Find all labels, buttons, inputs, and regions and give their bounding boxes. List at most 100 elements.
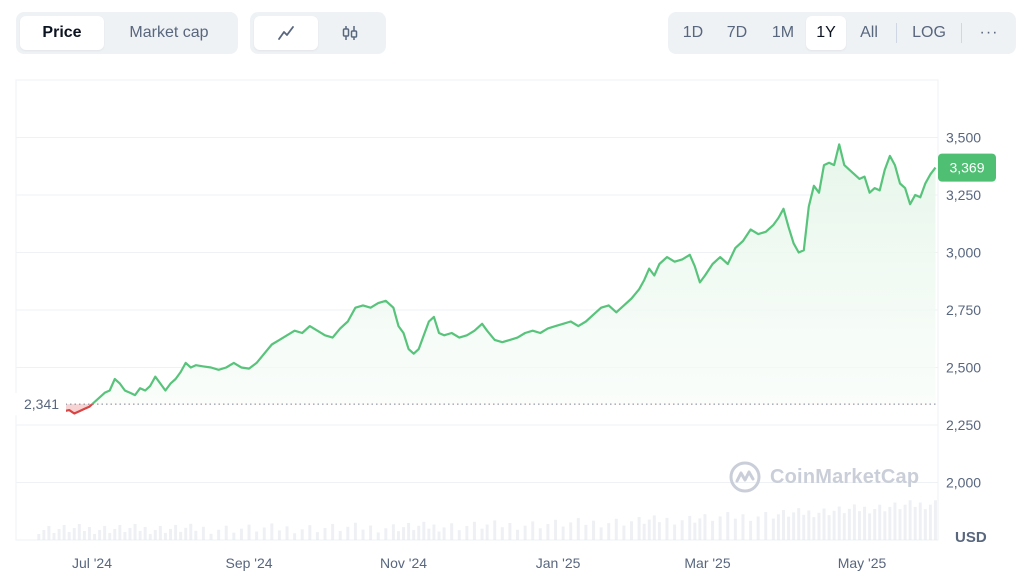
volume-bar — [787, 516, 791, 540]
volume-bar — [516, 529, 520, 540]
volume-bar — [918, 502, 922, 540]
tab-market-cap[interactable]: Market cap — [104, 16, 234, 50]
more-options-button[interactable]: ··· — [966, 16, 1012, 50]
volume-bar — [323, 528, 327, 540]
watermark-text: CoinMarketCap — [770, 465, 920, 488]
volume-bar — [384, 528, 388, 540]
volume-bars — [37, 500, 937, 540]
volume-bar — [908, 500, 912, 540]
range-all[interactable]: All — [846, 16, 892, 50]
log-scale-button[interactable]: LOG — [901, 16, 957, 50]
volume-bar — [331, 523, 335, 540]
volume-bar — [422, 521, 426, 540]
volume-bar — [143, 526, 147, 540]
volume-bar — [209, 533, 213, 540]
baseline-label: 2,341 — [24, 396, 59, 412]
volume-bar — [118, 524, 122, 540]
volume-bar — [688, 515, 692, 540]
candlestick-button[interactable] — [318, 16, 382, 50]
volume-bar — [842, 513, 846, 540]
volume-bar — [546, 524, 550, 540]
volume-bar — [693, 522, 697, 540]
volume-bar — [480, 528, 484, 540]
volume-bar — [174, 524, 178, 540]
volume-bar — [179, 531, 183, 540]
volume-bar — [898, 509, 902, 540]
volume-bar — [396, 531, 400, 540]
volume-bar — [47, 525, 51, 540]
area-fill-up — [92, 144, 936, 405]
volume-bar — [792, 512, 796, 540]
volume-bar — [607, 523, 611, 540]
tab-price[interactable]: Price — [20, 16, 104, 50]
volume-bar — [888, 506, 892, 540]
volume-bar — [427, 528, 431, 540]
x-tick-label: Nov '24 — [380, 555, 427, 571]
volume-bar — [903, 504, 907, 540]
volume-bar — [232, 532, 236, 540]
volume-bar — [933, 500, 937, 540]
baseline-label-bg — [14, 393, 66, 416]
volume-bar — [133, 523, 137, 540]
volume-bar — [802, 514, 806, 540]
volume-bar — [361, 529, 365, 540]
volume-bar — [817, 512, 821, 540]
volume-bar — [255, 531, 259, 540]
volume-bar — [652, 515, 656, 540]
price-chart[interactable]: 2,000 2,250 2,500 2,750 3,000 3,250 3,500 Jul '… — [0, 70, 1024, 571]
volume-bar — [308, 525, 312, 540]
volume-bar — [62, 524, 66, 540]
y-tick-label: 3,250 — [946, 187, 981, 203]
line-chart-button[interactable] — [254, 16, 318, 50]
volume-bar — [797, 508, 801, 540]
volume-bar — [832, 510, 836, 540]
volume-bar — [442, 527, 446, 540]
volume-bar — [153, 529, 157, 540]
chart-type-switch — [250, 12, 386, 54]
price-line-up — [52, 143, 937, 405]
volume-bar — [500, 527, 504, 540]
volume-bar — [657, 522, 661, 540]
volume-bar — [493, 520, 497, 540]
range-divider — [961, 23, 962, 43]
volume-bar — [718, 516, 722, 540]
volume-bar — [599, 527, 603, 540]
volume-bar — [67, 531, 71, 540]
volume-bar — [184, 527, 188, 540]
volume-bar — [584, 524, 588, 540]
volume-bar — [637, 516, 641, 540]
volume-bar — [128, 527, 132, 540]
range-7d[interactable]: 7D — [714, 16, 760, 50]
volume-bar — [812, 517, 816, 540]
volume-bar — [847, 508, 851, 540]
volume-bar — [756, 516, 760, 540]
volume-bar — [827, 515, 831, 540]
volume-bar — [402, 527, 406, 540]
volume-bar — [764, 512, 768, 540]
metric-switch: Price Market cap — [16, 12, 238, 54]
range-1y[interactable]: 1Y — [806, 16, 846, 50]
volume-bar — [883, 511, 887, 540]
volume-bar — [569, 522, 573, 540]
coinmarketcap-logo-icon — [729, 461, 761, 493]
volume-bar — [138, 530, 142, 540]
volume-bar — [614, 518, 618, 540]
candlestick-icon — [342, 26, 358, 40]
range-1d[interactable]: 1D — [672, 16, 714, 50]
volume-bar — [262, 527, 266, 540]
volume-bar — [437, 531, 441, 540]
volume-bar — [123, 531, 127, 540]
volume-bar — [508, 523, 512, 540]
volume-bar — [873, 508, 877, 540]
current-price-badge — [938, 153, 996, 182]
volume-bar — [300, 529, 304, 540]
volume-bar — [531, 521, 535, 540]
volume-bar — [293, 533, 297, 540]
y-tick-label: 2,000 — [946, 475, 981, 491]
y-tick-label: 2,250 — [946, 417, 981, 433]
volume-bar — [741, 514, 745, 540]
volume-bar — [108, 532, 112, 540]
volume-bar — [52, 532, 56, 540]
range-1m[interactable]: 1M — [760, 16, 806, 50]
volume-bar — [72, 527, 76, 540]
